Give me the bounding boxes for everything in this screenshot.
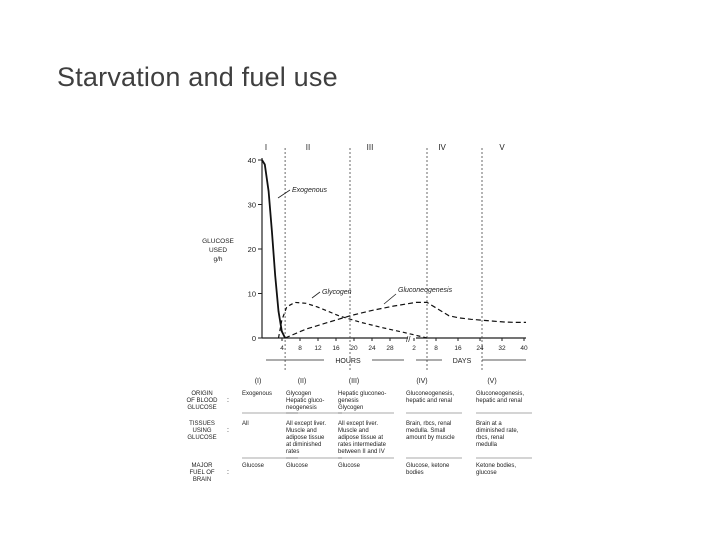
x-tick-label: 24 <box>476 345 484 352</box>
table-cell: medulla. Small <box>406 428 445 434</box>
table-row-label: GLUCOSE <box>187 405 216 411</box>
table-cell: medulla <box>476 442 498 448</box>
x-tick-label: 20 <box>350 345 358 352</box>
table-cell: adipose tissue at <box>338 435 383 441</box>
table-cell: Brain at a <box>476 421 502 427</box>
table-header: (IV) <box>416 378 427 385</box>
phase-label: II <box>306 143 310 152</box>
table-cell: rates <box>286 449 299 455</box>
table-cell: All <box>242 421 249 427</box>
table-colon: : <box>227 427 229 434</box>
leader-gluconeogenesis <box>383 293 397 305</box>
table-cell: Glycogen <box>338 405 363 411</box>
table-row-label: BRAIN <box>193 477 211 483</box>
table-cell: Gluconeogenesis, <box>476 391 524 397</box>
table-cell: neogenesis <box>286 405 317 411</box>
x-tick-label: 12 <box>314 345 322 352</box>
x-axis-label-hours: HOURS <box>335 358 361 365</box>
table-row-label: USING <box>192 428 211 434</box>
table-cell: Hepatic gluconeo- <box>338 391 386 397</box>
table-cell: bodies <box>406 470 424 476</box>
series-label-gluconeogenesis: Gluconeogenesis <box>398 287 453 294</box>
x-tick-label: 16 <box>454 345 462 352</box>
table-cell: adipose tissue <box>286 435 325 441</box>
table-cell: Ketone bodies, <box>476 463 516 469</box>
table-cell: Glucose <box>338 463 361 469</box>
table-cell: All except liver. <box>286 421 326 427</box>
table-cell: Glucose <box>242 463 265 469</box>
series-line-exogenous <box>261 159 286 339</box>
y-axis-label: GLUCOSE <box>202 238 234 245</box>
leader-glycogen <box>311 291 321 299</box>
y-axis-label: USED <box>209 247 227 254</box>
table-header: (III) <box>349 378 360 385</box>
y-tick-label: 40 <box>248 156 256 165</box>
x-tick-label: 16 <box>332 345 340 352</box>
table-cell: Glucose, ketone <box>406 463 450 469</box>
table-cell: genesis <box>338 398 359 404</box>
table-cell: Hepatic gluco- <box>286 398 324 404</box>
x-tick-label: 8 <box>434 345 438 352</box>
axis-break-mark: // <box>406 335 411 344</box>
x-tick-label: 2 <box>412 345 416 352</box>
x-tick-label: 28 <box>386 345 394 352</box>
table-cell: Gluconeogenesis, <box>406 391 454 397</box>
x-tick-label: 24 <box>368 345 376 352</box>
table-cell: rbcs, renal <box>476 435 504 441</box>
phase-label: V <box>499 143 505 152</box>
table-cell: Muscle and <box>338 428 369 434</box>
phase-label: I <box>265 143 267 152</box>
table-row-label: GLUCOSE <box>187 435 216 441</box>
table-cell: diminished rate, <box>476 428 519 434</box>
table-cell: glucose <box>476 470 497 476</box>
y-axis-label: g/h <box>213 256 222 263</box>
table-cell: Muscle and <box>286 428 317 434</box>
y-tick-label: 30 <box>248 201 256 210</box>
table-row-label: MAJOR <box>192 463 214 469</box>
table-cell: Brain, rbcs, renal <box>406 421 451 427</box>
phase-label: III <box>367 143 374 152</box>
series-line-gluconeogenesis <box>284 301 526 339</box>
x-tick-label: 4 <box>280 345 284 352</box>
table-cell: Glucose <box>286 463 309 469</box>
table-row-label: FUEL OF <box>189 470 214 476</box>
table-cell: Exogenous <box>242 391 272 397</box>
table-row-label: ORIGIN <box>191 391 212 397</box>
y-tick-label: 0 <box>252 334 256 343</box>
phase-label: IV <box>438 143 446 152</box>
table-row-label: TISSUES <box>189 421 215 427</box>
table-colon: : <box>227 397 229 404</box>
table-cell: hepatic and renal <box>406 398 452 404</box>
table-cell: Glycogen <box>286 391 311 397</box>
y-tick-label: 20 <box>248 245 256 254</box>
table-cell: at diminished <box>286 442 321 448</box>
table-cell: between II and IV <box>338 449 385 455</box>
y-tick-label: 10 <box>248 290 256 299</box>
series-label-glycogen: Glycogen <box>322 289 352 296</box>
table-header: (II) <box>298 378 307 385</box>
slide-title: Starvation and fuel use <box>57 62 338 92</box>
table-header: (I) <box>255 378 262 385</box>
table-row-label: OF BLOOD <box>186 398 218 404</box>
table-cell: rates intermediate <box>338 442 387 448</box>
table-cell: All except liver. <box>338 421 378 427</box>
starvation-figure: //0 10 20 30 40 GLUCOSE USED g/h I II III IV V 4 8 12 16… <box>180 140 540 490</box>
leader-exogenous <box>277 189 291 199</box>
table-cell: hepatic and renal <box>476 398 522 404</box>
series-label-exogenous: Exogenous <box>292 187 328 194</box>
x-tick-label: 40 <box>520 345 528 352</box>
x-tick-label: 32 <box>498 345 506 352</box>
table-colon: : <box>227 469 229 476</box>
series-line-glycogen <box>277 301 428 339</box>
table-cell: amount by muscle <box>406 435 455 441</box>
x-axis-label-days: DAYS <box>453 358 472 365</box>
x-tick-label: 8 <box>298 345 302 352</box>
table-header: (V) <box>487 378 496 385</box>
